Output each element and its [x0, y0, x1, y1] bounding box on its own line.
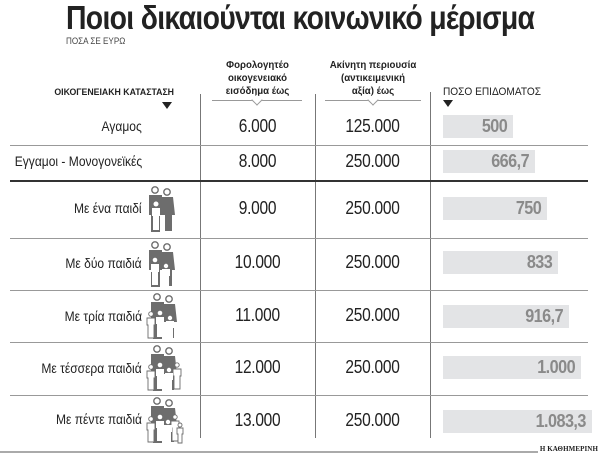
- amount-bar: 916,7: [443, 305, 569, 328]
- row-separator: [10, 342, 588, 343]
- row-label: Με ένα παιδί: [74, 200, 142, 216]
- property-cell: 250.000: [345, 151, 400, 171]
- property-cell: 250.000: [345, 198, 400, 218]
- income-cell: 10.000: [234, 252, 281, 272]
- amount-value: 916,7: [525, 306, 563, 326]
- table-row: Με πέντε παιδιά 13.000 250.000 1.083,3: [0, 396, 600, 446]
- amount-bar: 833: [443, 251, 558, 274]
- row-label: Με πέντε παιδιά: [55, 411, 142, 427]
- family-5-children-icon: [146, 397, 184, 444]
- amount-value: 666,7: [491, 151, 529, 171]
- table-row: Με δύο παιδιά 10.000 250.000 833: [0, 239, 600, 290]
- row-separator: [10, 145, 588, 146]
- down-triangle-icon: [162, 102, 172, 109]
- row-label: Με τρία παιδιά: [64, 308, 142, 324]
- amount-value: 1.083,3: [535, 411, 587, 431]
- down-triangle-icon: [443, 100, 453, 107]
- income-cell: 8.000: [238, 151, 277, 171]
- table-row: Αγαμος 6.000 125.000 500: [0, 112, 600, 145]
- family-2-children-icon: [149, 241, 175, 287]
- income-cell: 13.000: [234, 410, 281, 430]
- column-divider: [430, 92, 431, 438]
- column-header-property: Ακίνητη περιουσία (αντικειμενική αξία) έ…: [329, 59, 417, 97]
- column-divider: [315, 94, 316, 438]
- row-separator: [10, 395, 588, 396]
- column-header-status: ΟΙΚΟΓΕΝΕΙΑΚΗ ΚΑΤΑΣΤΑΣΗ: [54, 87, 174, 98]
- row-label: Αγαμος: [101, 118, 142, 134]
- row-label: Με τέσσερα παιδιά: [41, 360, 142, 376]
- column-header-amount: ΠΟΣΟ ΕΠΙΔΟΜΑΤΟΣ: [443, 86, 541, 98]
- table-row: Με ένα παιδί 9.000 250.000 750: [0, 183, 600, 238]
- amount-value: 750: [515, 198, 542, 218]
- property-cell: 250.000: [345, 410, 400, 430]
- row-separator: [10, 290, 588, 291]
- property-cell: 250.000: [345, 357, 400, 377]
- amount-bar: 666,7: [443, 150, 535, 173]
- income-cell: 12.000: [234, 357, 281, 377]
- amount-value: 833: [526, 252, 553, 272]
- chart-title: Ποιοι δικαιούνται κοινωνικό μέρισμα: [66, 0, 535, 36]
- income-cell: 6.000: [238, 116, 277, 136]
- table-row: Εγγαμοι - Μονογονεϊκές 8.000 250.000 666…: [0, 146, 600, 180]
- row-label: Με δύο παιδιά: [65, 255, 142, 271]
- source-credit: Η ΚΑΘΗΜΕΡΙΝΗ: [539, 445, 598, 453]
- income-cell: 11.000: [235, 305, 280, 325]
- amount-value: 500: [481, 116, 508, 136]
- amount-bar: 1.000: [443, 356, 581, 379]
- family-1-child-icon: [149, 186, 175, 232]
- column-divider: [200, 94, 201, 438]
- amount-value: 1.000: [537, 357, 575, 377]
- table-row: Με τρία παιδιά 11.000 250.000 916,7: [0, 291, 600, 342]
- income-cell: 9.000: [238, 198, 277, 218]
- family-4-children-icon: [146, 345, 182, 391]
- section-separator: [10, 180, 588, 182]
- chart-subtitle: ΠΟΣΑ ΣΕ ΕΥΡΩ: [66, 36, 126, 46]
- row-separator: [10, 238, 588, 239]
- family-3-children-icon: [146, 293, 177, 339]
- row-label: Εγγαμοι - Μονογονεϊκές: [14, 153, 142, 169]
- property-cell: 125.000: [345, 116, 400, 136]
- amount-bar: 500: [443, 115, 513, 138]
- table-row: Με τέσσερα παιδιά 12.000 250.000 1.000: [0, 343, 600, 395]
- amount-bar: 1.083,3: [443, 410, 592, 433]
- column-header-income: Φορολογητέο οικογενειακό εισόδημα έως: [225, 59, 290, 97]
- property-cell: 250.000: [345, 252, 400, 272]
- footer-rule: [0, 451, 538, 453]
- property-cell: 250.000: [345, 305, 400, 325]
- amount-bar: 750: [443, 197, 547, 220]
